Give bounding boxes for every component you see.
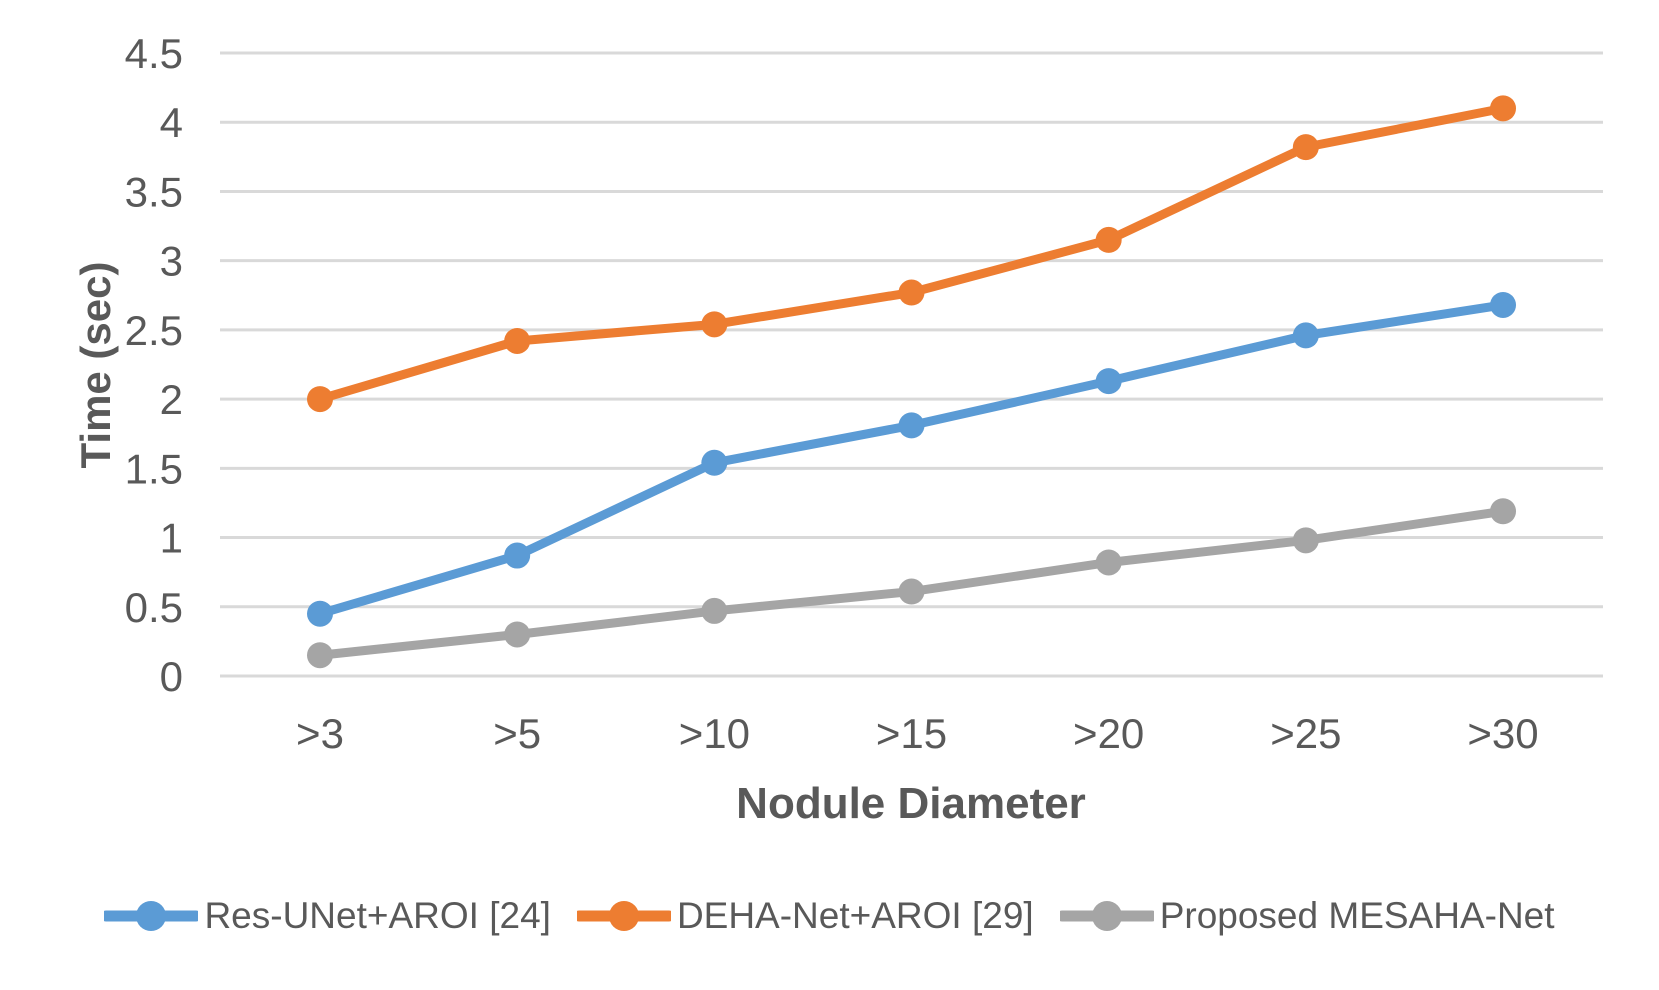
data-point-marker [307,642,333,669]
data-point-marker [504,621,531,648]
legend-item-2: Proposed MESAHA-Net [1059,895,1555,937]
legend-item-0: Res-UNet+AROI [24] [104,895,551,937]
x-tick-label: >5 [493,710,541,757]
y-tick-label: 0 [160,653,183,700]
y-tick-label: 3 [160,238,183,285]
data-point-marker [1095,549,1122,576]
y-axis-title: Time (sec) [72,261,119,469]
y-tick-label: 4.5 [125,30,183,77]
data-point-marker [307,600,333,627]
data-point-marker [504,542,531,569]
data-point-marker [1490,95,1517,122]
y-tick-label: 2 [160,376,183,423]
legend-dot [1091,901,1122,931]
data-point-marker [504,327,531,354]
legend-label: Proposed MESAHA-Net [1159,895,1555,936]
x-tick-label: >30 [1467,710,1538,757]
data-point-marker [1095,368,1122,395]
x-tick-label: >15 [876,710,947,757]
data-point-marker [1490,498,1517,525]
data-point-marker [898,578,925,605]
legend-dot [608,901,639,931]
data-point-marker [1292,527,1319,554]
data-point-marker [307,386,333,413]
y-tick-label: 3.5 [125,168,183,215]
data-point-marker [898,279,925,306]
data-point-marker [1490,291,1517,318]
y-tick-label: 1 [160,515,183,562]
y-tick-label: 2.5 [125,307,183,354]
data-point-marker [1095,226,1122,253]
x-axis-title: Nodule Diameter [736,779,1086,828]
y-tick-label: 4 [160,99,183,146]
series-line-1 [315,103,1508,404]
x-tick-label: >3 [296,710,344,757]
x-tick-label: >20 [1073,710,1144,757]
data-point-marker [701,597,728,624]
y-tick-label: 0.5 [125,584,183,631]
data-point-marker [701,449,728,476]
legend-label: DEHA-Net+AROI [29] [676,895,1034,936]
legend-label: Res-UNet+AROI [24] [204,895,551,936]
legend: Res-UNet+AROI [24] DEHA-Net+AROI [29] Prop… [0,895,1659,937]
x-tick-label: >10 [679,710,750,757]
legend-dot [136,901,167,931]
legend-marker-icon [576,901,671,931]
data-point-marker [898,412,925,439]
legend-marker-icon [1059,901,1154,931]
legend-item-1: DEHA-Net+AROI [29] [576,895,1034,937]
legend-marker-icon [104,901,199,931]
x-tick-label: >25 [1270,710,1341,757]
data-point-marker [1292,322,1319,349]
data-point-marker [1292,134,1319,161]
data-point-marker [701,311,728,338]
y-tick-label: 1.5 [125,445,183,492]
